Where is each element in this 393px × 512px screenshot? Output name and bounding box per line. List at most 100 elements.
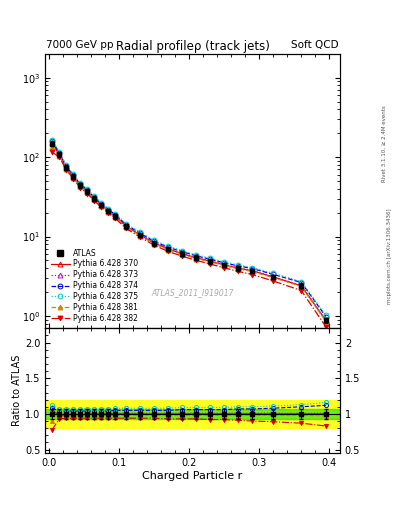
- Pythia 6.428 381: [85, 189, 90, 196]
- Text: ATLAS_2011_I919017: ATLAS_2011_I919017: [151, 288, 234, 297]
- Pythia 6.428 373: [85, 188, 90, 194]
- Pythia 6.428 374: [113, 211, 118, 218]
- Pythia 6.428 374: [194, 253, 198, 259]
- Text: Rivet 3.1.10, ≥ 2.4M events: Rivet 3.1.10, ≥ 2.4M events: [382, 105, 387, 182]
- Pythia 6.428 382: [236, 268, 241, 274]
- Pythia 6.428 370: [208, 258, 213, 264]
- Pythia 6.428 381: [236, 266, 241, 272]
- Pythia 6.428 373: [99, 202, 104, 208]
- Pythia 6.428 381: [113, 214, 118, 220]
- Pythia 6.428 370: [123, 223, 128, 229]
- Pythia 6.428 373: [50, 139, 55, 145]
- Pythia 6.428 381: [106, 208, 111, 215]
- Pythia 6.428 374: [222, 260, 226, 266]
- Pythia 6.428 373: [71, 173, 75, 179]
- Pythia 6.428 370: [236, 265, 241, 271]
- Pythia 6.428 370: [99, 202, 104, 208]
- Pythia 6.428 382: [180, 253, 184, 259]
- Pythia 6.428 381: [99, 203, 104, 209]
- Pythia 6.428 375: [222, 259, 226, 265]
- Pythia 6.428 375: [323, 312, 328, 318]
- Pythia 6.428 375: [138, 229, 142, 236]
- Pythia 6.428 381: [64, 165, 69, 172]
- Pythia 6.428 382: [166, 248, 171, 254]
- Pythia 6.428 375: [166, 243, 171, 249]
- Pythia 6.428 382: [152, 242, 156, 248]
- Pythia 6.428 381: [299, 284, 304, 290]
- Pythia 6.428 381: [208, 259, 213, 265]
- Pythia 6.428 374: [99, 201, 104, 207]
- Pythia 6.428 373: [166, 245, 171, 251]
- Pythia 6.428 375: [78, 180, 83, 186]
- Pythia 6.428 375: [50, 137, 55, 143]
- Pythia 6.428 370: [222, 262, 226, 268]
- Bar: [45, 409, 340, 419]
- Pythia 6.428 375: [123, 221, 128, 227]
- Pythia 6.428 375: [113, 210, 118, 217]
- Pythia 6.428 370: [106, 208, 111, 214]
- Pythia 6.428 373: [64, 164, 69, 170]
- Pythia 6.428 374: [106, 206, 111, 212]
- Bar: [45, 400, 340, 428]
- Text: Soft QCD: Soft QCD: [291, 39, 339, 50]
- Pythia 6.428 374: [299, 280, 304, 286]
- Pythia 6.428 382: [208, 261, 213, 267]
- Pythia 6.428 382: [57, 154, 62, 160]
- Pythia 6.428 381: [194, 255, 198, 262]
- Pythia 6.428 381: [78, 183, 83, 189]
- Pythia 6.428 373: [152, 240, 156, 246]
- Pythia 6.428 375: [271, 270, 275, 276]
- Pythia 6.428 375: [236, 262, 241, 268]
- Y-axis label: Ratio to ATLAS: Ratio to ATLAS: [12, 355, 22, 426]
- Pythia 6.428 373: [208, 258, 213, 264]
- Pythia 6.428 375: [99, 200, 104, 206]
- Pythia 6.428 375: [71, 171, 75, 177]
- Pythia 6.428 375: [57, 149, 62, 155]
- Text: mcplots.cern.ch [arXiv:1306.3436]: mcplots.cern.ch [arXiv:1306.3436]: [387, 208, 391, 304]
- Pythia 6.428 381: [57, 153, 62, 159]
- Pythia 6.428 381: [166, 246, 171, 252]
- Pythia 6.428 382: [123, 225, 128, 231]
- Pythia 6.428 373: [194, 254, 198, 261]
- Pythia 6.428 374: [236, 263, 241, 269]
- Pythia 6.428 382: [106, 210, 111, 216]
- Pythia 6.428 374: [152, 238, 156, 244]
- Pythia 6.428 382: [64, 166, 69, 173]
- Pythia 6.428 382: [138, 234, 142, 240]
- Pythia 6.428 382: [78, 184, 83, 190]
- Line: Pythia 6.428 375: Pythia 6.428 375: [50, 137, 328, 318]
- Pythia 6.428 370: [152, 240, 156, 246]
- Pythia 6.428 375: [180, 248, 184, 254]
- Pythia 6.428 382: [92, 198, 97, 204]
- Pythia 6.428 373: [250, 267, 255, 273]
- Pythia 6.428 374: [323, 313, 328, 319]
- Pythia 6.428 374: [271, 271, 275, 278]
- Pythia 6.428 373: [138, 231, 142, 238]
- Pythia 6.428 374: [50, 138, 55, 144]
- Pythia 6.428 370: [85, 189, 90, 195]
- Pythia 6.428 375: [92, 193, 97, 199]
- Pythia 6.428 382: [299, 288, 304, 294]
- Pythia 6.428 374: [78, 181, 83, 187]
- Pythia 6.428 381: [138, 232, 142, 239]
- X-axis label: Charged Particle r: Charged Particle r: [142, 471, 243, 481]
- Pythia 6.428 373: [57, 152, 62, 158]
- Legend: ATLAS, Pythia 6.428 370, Pythia 6.428 373, Pythia 6.428 374, Pythia 6.428 375, P: ATLAS, Pythia 6.428 370, Pythia 6.428 37…: [49, 247, 140, 325]
- Pythia 6.428 382: [99, 204, 104, 210]
- Pythia 6.428 373: [236, 265, 241, 271]
- Pythia 6.428 373: [222, 262, 226, 268]
- Pythia 6.428 374: [180, 248, 184, 254]
- Pythia 6.428 382: [271, 278, 275, 284]
- Pythia 6.428 370: [299, 283, 304, 289]
- Pythia 6.428 370: [166, 246, 171, 252]
- Pythia 6.428 370: [323, 317, 328, 324]
- Pythia 6.428 375: [64, 162, 69, 168]
- Line: Pythia 6.428 374: Pythia 6.428 374: [50, 139, 328, 319]
- Pythia 6.428 370: [57, 152, 62, 158]
- Pythia 6.428 375: [194, 252, 198, 258]
- Line: Pythia 6.428 381: Pythia 6.428 381: [50, 145, 328, 324]
- Pythia 6.428 381: [222, 263, 226, 269]
- Pythia 6.428 381: [92, 196, 97, 202]
- Pythia 6.428 373: [123, 223, 128, 229]
- Pythia 6.428 375: [152, 237, 156, 243]
